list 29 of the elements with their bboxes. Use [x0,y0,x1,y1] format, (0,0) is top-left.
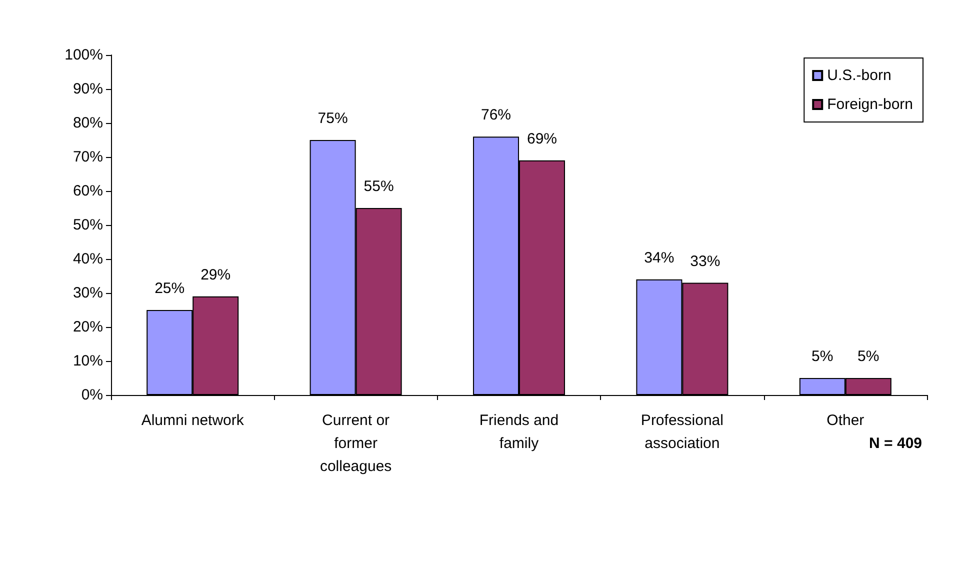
x-tick-label: Professional association [640,412,724,452]
y-tick-label: 20% [72,318,103,336]
text: 25% [154,280,185,297]
y-tick-label: 50% [72,216,103,234]
y-tick-label: 70% [72,148,103,166]
text: 33% [690,252,720,270]
x-tick-label: Other [826,412,864,429]
text: 29% [200,266,231,284]
text: 5% [812,348,834,365]
text: N = 409 [869,435,922,452]
text: 76% [480,106,512,124]
text: 34% [644,249,674,266]
text: 69% [526,130,558,148]
y-tick-label: 40% [72,250,103,268]
y-tick-label: 10% [72,352,103,370]
legend-label: Foreign-born [827,96,914,113]
x-tick-label: Alumni network [141,412,244,429]
text: 75% [318,110,348,127]
text: 55% [364,178,394,195]
legend-label: U.S.-born [827,67,892,84]
text: 5% [858,348,880,365]
x-tick-label: Current or former colleagues [320,412,392,475]
y-tick-label: 60% [72,182,103,200]
y-tick-label: 80% [72,114,103,132]
y-tick-label: 100% [64,46,103,64]
x-tick-label: Friends and family [479,412,559,452]
y-tick-label: 90% [72,80,103,98]
y-tick-label: 0% [81,386,103,404]
y-tick-label: 30% [72,284,103,302]
